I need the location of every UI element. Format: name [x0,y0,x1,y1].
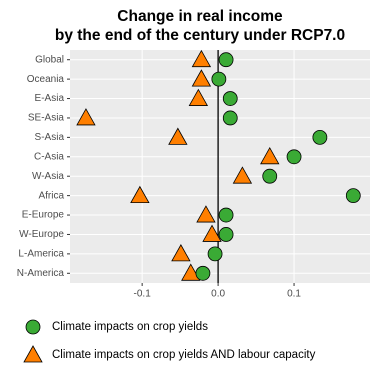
point [130,185,150,204]
point [218,52,234,68]
point [222,91,238,106]
point [260,146,280,165]
point [211,71,227,87]
point [191,69,212,87]
legend-label: Climate impacts on crop yields [52,321,208,333]
plot-layer: -0.1 0.0 0.1 Global Oceania E-Asia SE-Asia S-As… [17,49,370,300]
point [218,227,234,242]
point [286,149,302,165]
x-tick-label: -0.1 [134,289,152,300]
y-tick-label: E-Europe [22,210,65,221]
legend-marker [23,345,43,363]
legend-marker [25,319,41,335]
y-tick-label: W-Asia [32,171,64,182]
y-tick-label: L-America [18,249,64,260]
y-tick-label: S-Asia [35,132,65,143]
y-tick-label: Oceania [27,74,65,85]
y-tick-label: W-Europe [19,229,64,240]
point [76,108,96,126]
point [222,110,238,126]
point [171,244,191,262]
plot-background [70,50,370,283]
y-tick-label: E-Asia [35,93,65,104]
point [168,127,188,145]
x-tick-label: 0.1 [287,289,301,300]
point [232,166,253,184]
point [196,205,216,223]
legend-label: Climate impacts on crop yields AND labou… [52,349,316,361]
point [345,188,361,204]
point [262,168,278,184]
point [181,263,201,281]
point [188,88,209,106]
y-tick-label: N-America [17,268,65,279]
point [312,129,328,145]
chart-title: Change in real income [117,8,283,25]
point [218,207,234,223]
x-tick-label: 0.0 [211,289,225,300]
y-tick-label: C-Asia [34,151,64,162]
point [195,265,211,281]
point [202,224,222,242]
y-tick-label: Africa [38,190,64,201]
chart-title: by the end of the century under RCP7.0 [55,27,345,44]
point [207,246,223,262]
y-tick-label: Global [35,54,64,65]
y-tick-label: SE-Asia [28,113,65,124]
point [191,49,212,68]
